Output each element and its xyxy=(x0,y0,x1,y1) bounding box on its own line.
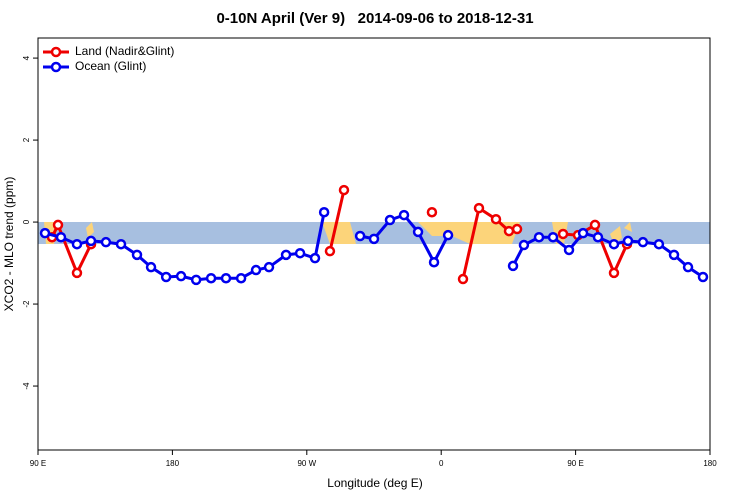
x-tick-label: 180 xyxy=(703,459,717,468)
x-tick-label: 90 E xyxy=(30,459,46,468)
point xyxy=(507,260,519,272)
x-axis-label: Longitude (deg E) xyxy=(327,476,422,490)
point xyxy=(682,261,694,273)
point xyxy=(160,271,172,283)
point xyxy=(637,236,649,248)
land-strip xyxy=(44,222,632,244)
point xyxy=(131,249,143,261)
point xyxy=(398,209,410,221)
point xyxy=(263,261,275,273)
point xyxy=(622,235,634,247)
point xyxy=(115,238,127,250)
plot-frame xyxy=(37,37,711,451)
point xyxy=(697,271,709,283)
point xyxy=(533,231,545,243)
x-tick-label: 90 E xyxy=(567,459,583,468)
point xyxy=(309,252,321,264)
point xyxy=(668,249,680,261)
point xyxy=(368,233,380,245)
point xyxy=(175,270,187,282)
legend-marker xyxy=(50,61,62,73)
y-tick-label: 2 xyxy=(22,137,31,142)
point xyxy=(608,238,620,250)
point xyxy=(52,219,64,231)
point xyxy=(100,236,112,248)
point xyxy=(503,225,515,237)
point xyxy=(518,239,530,251)
point xyxy=(473,202,485,214)
point xyxy=(384,214,396,226)
chart-title: 0-10N April (Ver 9) 2014-09-06 to 2018-1… xyxy=(216,10,533,27)
y-tick-label: -2 xyxy=(22,300,31,308)
legend-label: Land (Nadir&Glint) xyxy=(75,44,174,58)
point xyxy=(589,219,601,231)
point xyxy=(338,184,350,196)
legend-label: Ocean (Glint) xyxy=(75,59,146,73)
point xyxy=(71,267,83,279)
series-line xyxy=(50,189,629,280)
point xyxy=(563,244,575,256)
legend-marker xyxy=(50,46,62,58)
point xyxy=(557,228,569,240)
point xyxy=(280,249,292,261)
point xyxy=(511,223,523,235)
point xyxy=(653,238,665,250)
point xyxy=(294,247,306,259)
point xyxy=(547,231,559,243)
point xyxy=(324,245,336,257)
point xyxy=(490,213,502,225)
point xyxy=(55,231,67,243)
point xyxy=(428,256,440,268)
point xyxy=(354,230,366,242)
point xyxy=(39,227,51,239)
y-tick-label: 0 xyxy=(22,219,31,224)
x-tick-label: 180 xyxy=(166,459,180,468)
point xyxy=(426,206,438,218)
point xyxy=(592,231,604,243)
y-tick-label: 4 xyxy=(22,55,31,60)
point xyxy=(190,274,202,286)
point xyxy=(71,238,83,250)
y-tick-label: -4 xyxy=(22,382,31,390)
point xyxy=(457,273,469,285)
point xyxy=(220,272,232,284)
point xyxy=(235,272,247,284)
x-tick-label: 0 xyxy=(439,459,444,468)
point xyxy=(577,227,589,239)
x-tick-label: 90 W xyxy=(297,459,316,468)
point xyxy=(412,226,424,238)
point xyxy=(85,235,97,247)
point xyxy=(250,264,262,276)
point xyxy=(318,206,330,218)
point xyxy=(442,229,454,241)
point xyxy=(145,261,157,273)
y-axis-label: XCO2 - MLO trend (ppm) xyxy=(2,177,16,312)
point xyxy=(608,267,620,279)
point xyxy=(205,272,217,284)
